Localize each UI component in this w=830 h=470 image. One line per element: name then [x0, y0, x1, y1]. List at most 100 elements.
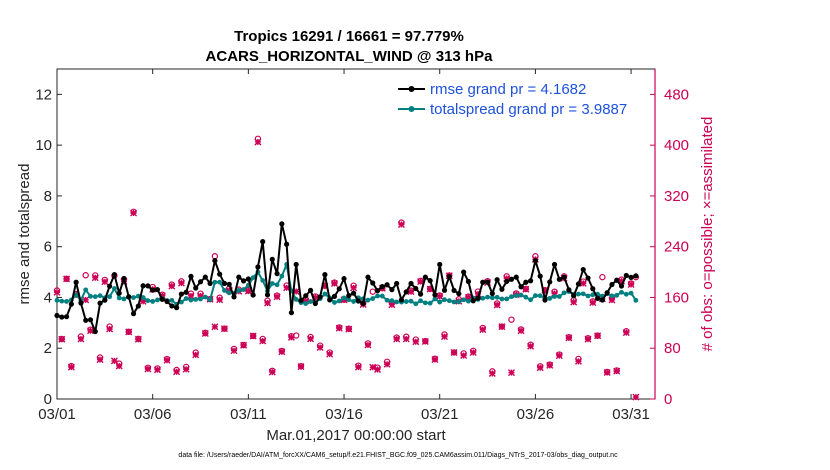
obs-assimilated-marker — [244, 287, 252, 295]
obs-assimilated-marker — [182, 365, 190, 373]
rmse-marker — [585, 275, 591, 281]
totalspread-marker — [64, 299, 69, 304]
totalspread-marker — [59, 298, 65, 304]
rmse-marker — [523, 279, 529, 285]
obs-assimilated-marker — [507, 369, 515, 377]
obs-assimilated-marker — [197, 292, 205, 300]
rmse-marker — [217, 271, 223, 277]
totalspread-marker — [274, 282, 280, 288]
rmse-marker — [111, 272, 118, 278]
rmse-marker — [513, 274, 519, 280]
obs-assimilated-marker — [67, 363, 75, 371]
totalspread-marker — [576, 291, 581, 297]
rmse-marker — [623, 272, 629, 279]
rmse-marker — [245, 276, 251, 282]
rmse-marker — [260, 239, 266, 245]
totalspread-marker — [322, 291, 328, 297]
rmse-marker — [207, 280, 213, 286]
x-axis-label: Mar.01,2017 00:00:00 start — [266, 427, 446, 444]
obs-assimilated-marker — [125, 328, 133, 336]
rmse-marker — [78, 300, 84, 306]
totalspread-marker — [116, 295, 122, 301]
rmse-marker — [174, 305, 180, 311]
rmse-marker — [298, 297, 304, 304]
obs-assimilated-marker — [345, 325, 353, 333]
totalspread-marker — [609, 293, 615, 299]
obs-assimilated-marker — [589, 299, 597, 307]
totalspread-marker — [241, 287, 246, 292]
rmse-marker — [341, 276, 347, 282]
totalspread-marker — [351, 299, 357, 304]
rmse-marker — [590, 286, 596, 292]
x-tick-label: 03/31 — [612, 406, 650, 423]
rmse-marker — [274, 271, 280, 277]
obs-assimilated-marker — [311, 293, 319, 301]
rmse-marker — [221, 280, 228, 286]
rmse-marker — [130, 311, 137, 317]
totalspread-marker — [442, 297, 447, 303]
rmse-marker — [547, 279, 553, 285]
rmse-marker — [116, 290, 122, 296]
totalspread-marker — [528, 297, 534, 303]
obs-assimilated-marker — [273, 293, 281, 301]
rmse-marker — [379, 283, 385, 290]
totalspread-marker — [394, 299, 400, 305]
obs-assimilated-marker — [469, 349, 477, 356]
obs-assimilated-marker — [479, 326, 487, 334]
rmse-marker — [307, 287, 314, 294]
obs-assimilated-marker — [474, 290, 482, 298]
rmse-marker — [293, 261, 299, 268]
y-tick-label-left: 10 — [35, 137, 52, 154]
obs-assimilated-marker — [417, 278, 425, 286]
totalspread-marker — [236, 288, 242, 293]
obs-assimilated-marker — [618, 277, 626, 285]
rmse-marker — [351, 290, 357, 296]
obs-assimilated-marker — [326, 350, 334, 358]
totalspread-marker — [279, 273, 285, 279]
rmse-marker — [403, 289, 409, 295]
totalspread-marker — [250, 275, 256, 281]
chart-title-line1: Tropics 16291 / 16661 = 97.779% — [234, 28, 464, 45]
totalspread-marker — [226, 290, 232, 296]
totalspread-marker — [293, 297, 299, 302]
rmse-marker — [427, 278, 433, 284]
rmse-marker — [269, 256, 275, 262]
obs-assimilated-marker — [397, 220, 405, 228]
y-tick-label-left: 6 — [44, 239, 52, 256]
rmse-marker — [226, 281, 232, 287]
totalspread-marker — [619, 289, 624, 295]
obs-assimilated-marker — [220, 325, 228, 333]
obs-assimilated-marker — [579, 279, 587, 287]
obs-assimilated-marker — [287, 333, 295, 341]
totalspread-marker — [193, 297, 199, 302]
rmse-marker — [441, 287, 448, 293]
rmse-marker — [618, 283, 625, 289]
totalspread-marker — [403, 299, 409, 304]
rmse-marker — [456, 291, 462, 297]
rmse-marker — [107, 283, 113, 289]
axes: 03/01 03/06 03/11 03/16 03/21 03/26 03/31 0 2 4 6 8… — [35, 69, 689, 423]
obs-assimilated-marker — [565, 334, 573, 342]
totalspread-marker — [590, 292, 596, 298]
totalspread-marker — [346, 297, 352, 303]
totalspread-marker — [489, 295, 495, 301]
totalspread-marker — [509, 294, 514, 300]
rmse-marker — [489, 290, 495, 297]
totalspread-marker — [207, 297, 213, 303]
rmse-marker — [63, 314, 70, 320]
rmse-marker — [178, 291, 184, 297]
y-tick-label-right: 320 — [664, 188, 689, 205]
totalspread-marker — [183, 296, 189, 301]
totalspread-marker — [523, 294, 529, 300]
totalspread-marker — [131, 295, 136, 300]
obs-assimilated-marker — [436, 292, 444, 300]
rmse-marker — [499, 286, 505, 292]
rmse-marker — [614, 277, 620, 283]
rmse-marker — [561, 274, 567, 280]
obs-assimilated-marker — [230, 347, 238, 355]
totalspread-marker — [389, 298, 395, 304]
obs-possible-marker — [293, 332, 300, 339]
x-tick-label: 03/11 — [230, 406, 266, 423]
rmse-marker — [331, 293, 338, 299]
rmse-marker — [451, 287, 457, 294]
